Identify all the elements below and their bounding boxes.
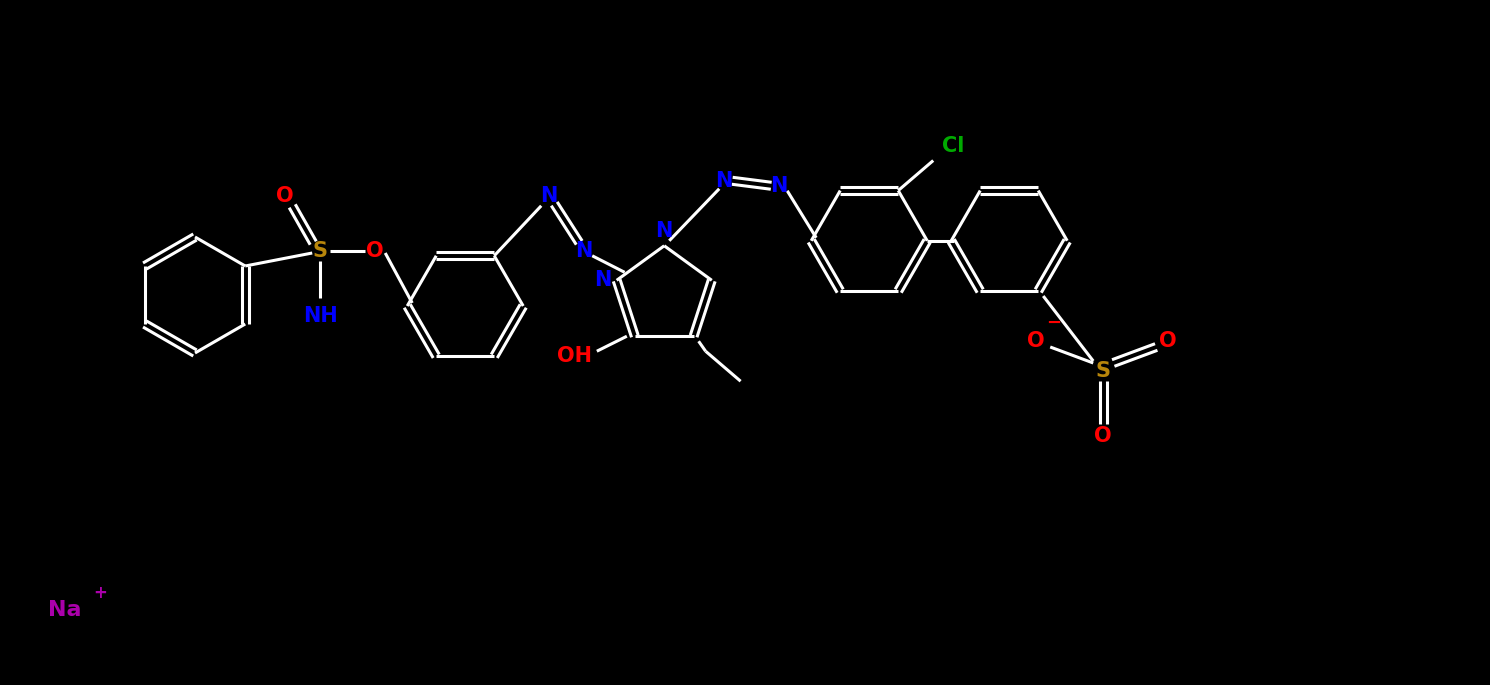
Text: N: N — [541, 186, 557, 206]
Text: +: + — [92, 584, 107, 602]
Text: O: O — [367, 241, 384, 261]
Text: S: S — [313, 241, 328, 261]
Text: O: O — [277, 186, 294, 206]
Text: −: − — [1046, 314, 1061, 332]
Text: N: N — [595, 271, 612, 290]
Text: N: N — [715, 171, 733, 190]
Text: NH: NH — [302, 306, 338, 326]
Text: S: S — [1095, 361, 1110, 381]
Text: N: N — [656, 221, 673, 240]
Text: N: N — [575, 240, 593, 261]
Text: O: O — [1028, 331, 1044, 351]
Text: OH: OH — [557, 346, 593, 366]
Text: N: N — [770, 176, 788, 196]
Text: O: O — [1095, 426, 1112, 446]
Text: O: O — [1159, 331, 1177, 351]
Text: Cl: Cl — [942, 136, 964, 155]
Text: Na: Na — [48, 600, 82, 620]
